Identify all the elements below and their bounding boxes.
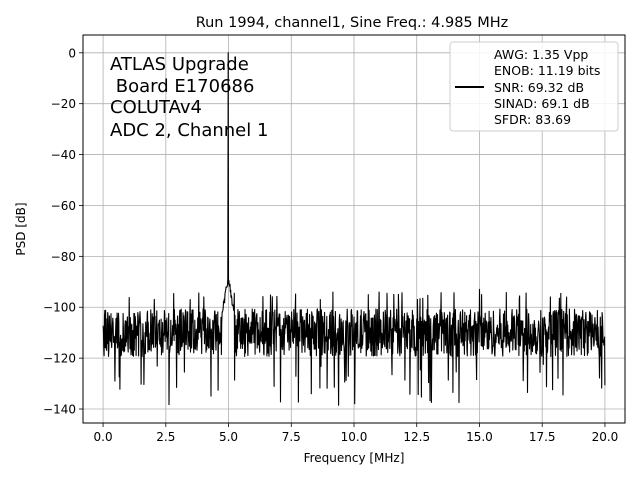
legend-entry-line-2: ENOB: 11.19 bits xyxy=(494,63,600,78)
legend-entry-line-3: SNR: 69.32 dB xyxy=(494,80,584,95)
y-axis-label: PSD [dB] xyxy=(14,202,28,255)
x-axis-ticks: 0.0 2.5 5.0 7.5 10.0 12.5 15.0 17.5 20.0 xyxy=(94,423,619,444)
board-annotation: ATLAS Upgrade Board E170686 COLUTAv4 ADC… xyxy=(110,54,268,141)
annotation-line-2: Board E170686 xyxy=(110,76,254,97)
legend-entry-line-1: AWG: 1.35 Vpp xyxy=(494,47,588,62)
x-tick-label: 10.0 xyxy=(341,430,368,444)
legend-entry-line-4: SINAD: 69.1 dB xyxy=(494,96,590,111)
y-tick-label: −100 xyxy=(43,301,76,315)
x-tick-label: 15.0 xyxy=(466,430,493,444)
plot-area xyxy=(102,52,606,406)
annotation-line-1: ATLAS Upgrade xyxy=(110,54,249,75)
chart-title: Run 1994, channel1, Sine Freq.: 4.985 MH… xyxy=(196,15,509,31)
y-tick-label: −20 xyxy=(51,97,76,111)
y-tick-label: −120 xyxy=(43,352,76,366)
psd-series-line xyxy=(102,52,606,406)
x-axis-label: Frequency [MHz] xyxy=(304,451,405,465)
x-tick-label: 7.5 xyxy=(282,430,301,444)
legend: AWG: 1.35 Vpp ENOB: 11.19 bits SNR: 69.3… xyxy=(449,41,619,132)
x-tick-label: 5.0 xyxy=(219,430,238,444)
y-axis-ticks: 0 −20 −40 −60 −80 −100 −120 −140 xyxy=(43,46,83,417)
annotation-line-4: ADC 2, Channel 1 xyxy=(110,120,268,141)
legend-box xyxy=(449,41,619,132)
y-tick-label: 0 xyxy=(68,46,76,60)
x-tick-label: 0.0 xyxy=(94,430,113,444)
y-tick-label: −60 xyxy=(51,199,76,213)
x-tick-label: 17.5 xyxy=(529,430,556,444)
x-tick-label: 20.0 xyxy=(592,430,619,444)
y-tick-label: −40 xyxy=(51,148,76,162)
y-tick-label: −140 xyxy=(43,403,76,417)
y-tick-label: −80 xyxy=(51,250,76,264)
legend-entry-line-5: SFDR: 83.69 xyxy=(494,112,571,127)
x-tick-label: 2.5 xyxy=(156,430,175,444)
x-tick-label: 12.5 xyxy=(403,430,430,444)
annotation-line-3: COLUTAv4 xyxy=(110,97,202,118)
